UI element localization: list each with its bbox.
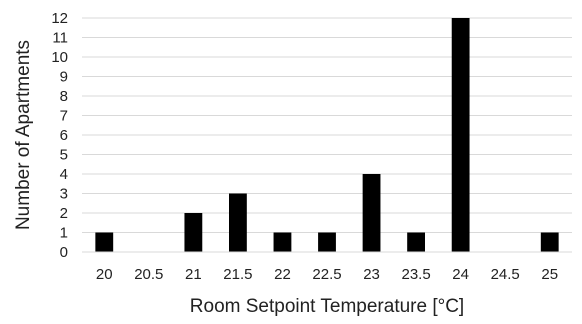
bar-24 bbox=[451, 18, 470, 252]
y-tick-label: 12 bbox=[51, 10, 68, 27]
x-tick-label: 23.5 bbox=[401, 266, 430, 283]
y-tick-label: 4 bbox=[60, 166, 68, 183]
x-tick-label: 24 bbox=[452, 266, 469, 283]
x-tick-label: 20 bbox=[96, 266, 113, 283]
y-tick-label: 10 bbox=[51, 49, 68, 66]
y-tick-label: 7 bbox=[60, 108, 68, 125]
bar-22 bbox=[273, 232, 292, 252]
y-tick-label: 6 bbox=[60, 127, 68, 144]
x-tick-label: 22 bbox=[274, 266, 291, 283]
bar-20 bbox=[95, 232, 114, 252]
y-axis-title: Number of Apartments bbox=[13, 40, 34, 230]
grid-lines bbox=[82, 17, 572, 233]
bar-25 bbox=[540, 232, 559, 252]
x-tick-label: 21.5 bbox=[223, 266, 252, 283]
bar-23-5 bbox=[407, 232, 425, 252]
bar-22-5 bbox=[318, 232, 336, 252]
x-tick-label: 23 bbox=[363, 266, 380, 283]
y-tick-label: 3 bbox=[60, 186, 68, 203]
x-tick-label: 25 bbox=[541, 266, 558, 283]
x-tick-label: 24.5 bbox=[491, 266, 520, 283]
bar-21-5 bbox=[229, 193, 247, 252]
y-tick-label: 1 bbox=[60, 225, 68, 242]
x-tick-label: 20.5 bbox=[134, 266, 163, 283]
x-tick-labels: 20 20.5 21 21.5 22 22.5 23 23.5 24 24.5 25 bbox=[96, 266, 558, 283]
bar-23 bbox=[362, 174, 381, 252]
y-tick-label: 9 bbox=[60, 69, 68, 86]
y-tick-label: 2 bbox=[60, 205, 68, 222]
y-tick-label: 5 bbox=[60, 147, 68, 164]
x-tick-label: 22.5 bbox=[312, 266, 341, 283]
x-tick-label: 21 bbox=[185, 266, 202, 283]
y-tick-label: 11 bbox=[52, 30, 68, 47]
x-axis-title: Room Setpoint Temperature [°C] bbox=[190, 296, 464, 317]
y-tick-label: 0 bbox=[60, 244, 68, 261]
bar-21 bbox=[184, 213, 203, 252]
y-tick-label: 8 bbox=[60, 88, 68, 105]
bars bbox=[95, 18, 559, 252]
